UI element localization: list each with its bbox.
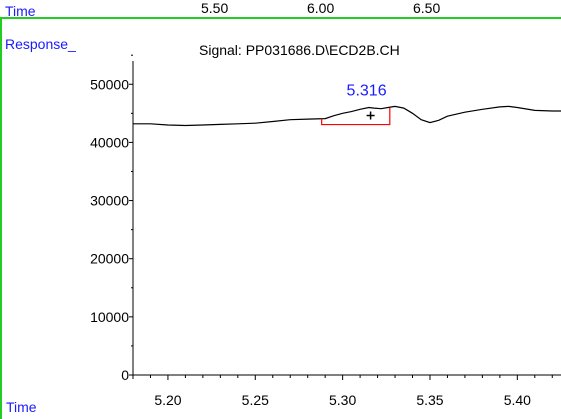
x-tick-label: 5.40 (504, 392, 531, 408)
top-time-label: Time (5, 3, 36, 19)
bottom-time-label: Time (6, 399, 37, 415)
y-tick-label: 10000 (90, 309, 129, 325)
x-tick-label: 5.30 (329, 392, 356, 408)
peak-baseline-bracket (321, 107, 391, 126)
top-tick-3: 6.50 (413, 0, 441, 16)
peak-label: 5.316 (347, 83, 387, 100)
frame-left-rule (0, 17, 2, 419)
x-tick-label: 5.35 (416, 392, 443, 408)
signal-title: Signal: PP031686.D\ECD2B.CH (199, 42, 400, 58)
response-label: Response_ (5, 36, 76, 52)
signal-trace (133, 105, 561, 127)
top-tick-2: 6.00 (307, 0, 335, 16)
y-tick-label: 30000 (90, 193, 129, 209)
top-tick-1: 5.50 (201, 0, 229, 16)
y-tick-label: 0 (121, 367, 129, 383)
frame-top-rule (0, 17, 561, 19)
y-tick-label: 50000 (90, 76, 129, 92)
x-tick-label: 5.25 (242, 392, 269, 408)
y-tick-label: 20000 (90, 251, 129, 267)
y-tick-label: 40000 (90, 134, 129, 150)
x-tick-label: 5.20 (154, 392, 181, 408)
